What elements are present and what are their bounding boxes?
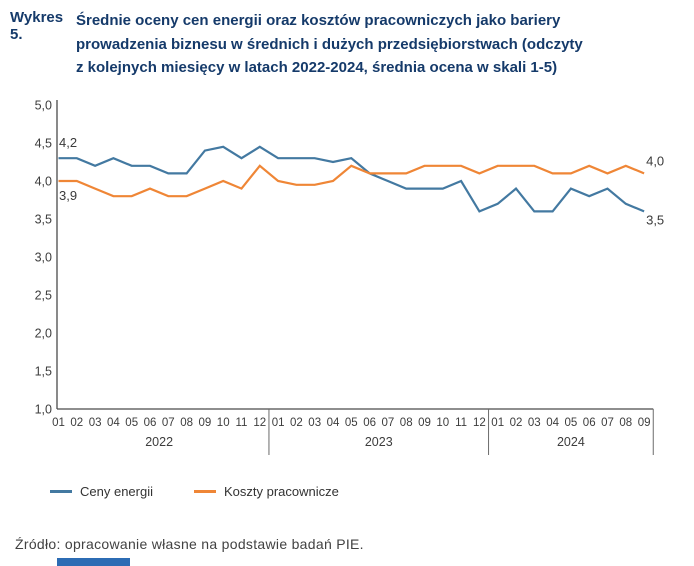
x-tick-label: 06 <box>363 417 376 429</box>
y-tick-label: 1,0 <box>35 403 52 417</box>
y-tick-label: 3,0 <box>35 251 52 265</box>
x-tick-label: 10 <box>436 417 449 429</box>
chart-legend: Ceny energii Koszty pracownicze <box>50 484 339 499</box>
y-tick-label: 2,5 <box>35 289 52 303</box>
x-tick-label: 08 <box>180 417 193 429</box>
x-tick-label: 09 <box>199 417 212 429</box>
x-tick-label: 06 <box>144 417 157 429</box>
x-tick-label: 07 <box>601 417 614 429</box>
x-tick-label: 02 <box>290 417 303 429</box>
x-tick-label: 06 <box>583 417 596 429</box>
x-tick-label: 03 <box>528 417 541 429</box>
x-tick-label: 11 <box>236 417 248 429</box>
legend-swatch-orange-icon <box>194 490 216 493</box>
legend-swatch-blue-icon <box>50 490 72 493</box>
series-line-koszty-pracownicze <box>58 164 645 198</box>
x-tick-label: 03 <box>89 417 102 429</box>
chart-title-line-3: z kolejnych miesięcy w latach 2022-2024,… <box>76 59 558 76</box>
bottom-accent-bar <box>57 558 130 566</box>
chart-title-line-2: prowadzenia biznesu w średnich i dużych … <box>76 35 583 53</box>
x-tick-label: 08 <box>400 417 413 429</box>
y-tick-label: 4,5 <box>35 137 52 151</box>
x-tick-label: 04 <box>107 417 120 429</box>
x-tick-label: 05 <box>125 417 138 429</box>
legend-item-koszty-pracownicze: Koszty pracownicze <box>194 484 339 499</box>
x-tick-label: 05 <box>565 417 578 429</box>
x-tick-label: 04 <box>327 417 340 429</box>
year-label: 2022 <box>145 435 173 449</box>
source-note: Źródło: opracowanie własne na podstawie … <box>15 536 364 552</box>
legend-label: Ceny energii <box>80 484 153 499</box>
x-tick-label: 02 <box>70 417 83 429</box>
y-tick-label: 3,5 <box>35 213 52 227</box>
x-tick-label: 03 <box>308 417 321 429</box>
y-tick-label: 5,0 <box>35 99 52 113</box>
x-tick-label: 10 <box>217 417 230 429</box>
x-tick-label: 05 <box>345 417 358 429</box>
x-tick-label: 04 <box>546 417 559 429</box>
y-tick-label: 1,5 <box>35 365 52 379</box>
year-label: 2023 <box>365 435 393 449</box>
x-tick-label: 07 <box>162 417 175 429</box>
y-tick-label: 2,0 <box>35 327 52 341</box>
legend-item-ceny-energii: Ceny energii <box>50 484 153 499</box>
chart-header: Wykres 5. Średnie oceny cen energii oraz… <box>10 9 676 80</box>
series-line-ceny-energii <box>58 145 645 213</box>
chart-title-line-1: Średnie oceny cen energii oraz kosztów p… <box>76 12 561 29</box>
x-tick-label: 08 <box>619 417 632 429</box>
data-label: 3,5 <box>646 212 664 227</box>
x-tick-label: 01 <box>52 417 65 429</box>
x-tick-label: 12 <box>253 417 266 429</box>
legend-label: Koszty pracownicze <box>224 484 339 499</box>
x-tick-label: 09 <box>638 417 651 429</box>
x-tick-label: 02 <box>510 417 523 429</box>
data-label: 4,0 <box>646 153 664 168</box>
data-label: 4,2 <box>59 135 77 150</box>
year-label: 2024 <box>557 435 585 449</box>
chart-title: Średnie oceny cen energii oraz kosztów p… <box>76 9 676 80</box>
x-tick-label: 01 <box>491 417 504 429</box>
data-label: 3,9 <box>59 188 77 203</box>
x-tick-label: 11 <box>455 417 467 429</box>
x-tick-label: 12 <box>473 417 486 429</box>
x-tick-label: 07 <box>382 417 395 429</box>
x-tick-label: 01 <box>272 417 285 429</box>
x-tick-label: 09 <box>418 417 431 429</box>
chart-number: Wykres 5. <box>10 9 64 43</box>
y-tick-label: 4,0 <box>35 175 52 189</box>
